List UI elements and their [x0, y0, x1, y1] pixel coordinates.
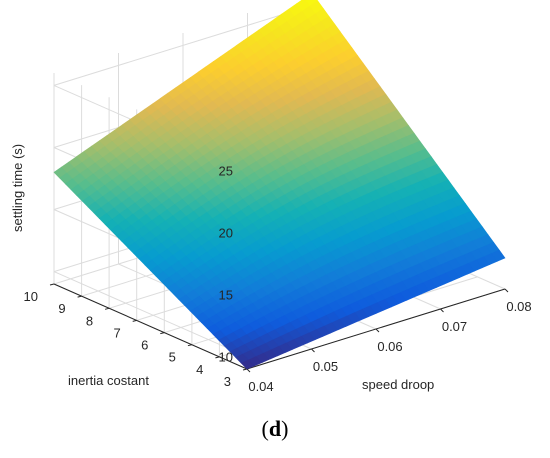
y-axis-label: inertia costant [68, 373, 149, 388]
z-axis-label: settling time (s) [10, 144, 25, 232]
y-tick-mark [215, 356, 220, 359]
surface-patch [491, 249, 506, 262]
z-tick-label: 10 [219, 350, 233, 365]
caption-open: ( [261, 416, 269, 441]
y-tick-mark [242, 368, 248, 371]
x-tick-mark [440, 308, 444, 313]
z-tick-label: 20 [219, 226, 233, 241]
caption-close: ) [281, 416, 289, 441]
x-tick-label: 0.04 [248, 379, 273, 394]
y-tick-mark [132, 319, 137, 322]
y-tick-label: 6 [141, 338, 148, 353]
x-tick-mark [375, 328, 380, 333]
y-tick-mark [160, 332, 165, 335]
x-tick-label: 0.08 [506, 299, 531, 314]
x-tick-label: 0.07 [442, 319, 467, 334]
caption-letter: d [268, 416, 282, 441]
y-tick-label: 8 [86, 313, 93, 328]
x-tick-label: 0.06 [377, 339, 402, 354]
x-tick-mark [504, 288, 509, 293]
y-tick-label: 7 [113, 325, 120, 340]
y-tick-mark [104, 307, 110, 310]
y-axis-line [53, 283, 248, 370]
y-tick-label: 9 [58, 301, 65, 316]
surface [53, 0, 506, 370]
y-tick-mark [49, 283, 55, 286]
y-tick-label: 3 [224, 374, 231, 389]
z-tick-label: 25 [219, 163, 233, 178]
grid-line [53, 271, 248, 358]
surface-chart: 10 15 20 25 0.04 0.05 0.06 0.07 0.08 3 4 5 6 7 8 9 10 sp… [10, 0, 532, 394]
y-tick-label: 4 [196, 362, 203, 377]
x-tick-label: 0.05 [313, 359, 338, 374]
x-axis-label: speed droop [362, 377, 434, 392]
grid-line [53, 4, 313, 86]
z-tick-label: 15 [219, 288, 233, 303]
y-tick-mark [187, 344, 193, 347]
x-tick-mark [311, 348, 315, 353]
y-tick-label: 5 [169, 350, 176, 365]
x-tick-mark [246, 368, 251, 373]
y-tick-mark [77, 295, 82, 298]
tick-labels: 10 15 20 25 0.04 0.05 0.06 0.07 0.08 3 4 5 6 7 8 9 10 [24, 163, 532, 394]
y-tick-label: 10 [24, 289, 38, 304]
figure-caption: (d) [0, 416, 550, 442]
